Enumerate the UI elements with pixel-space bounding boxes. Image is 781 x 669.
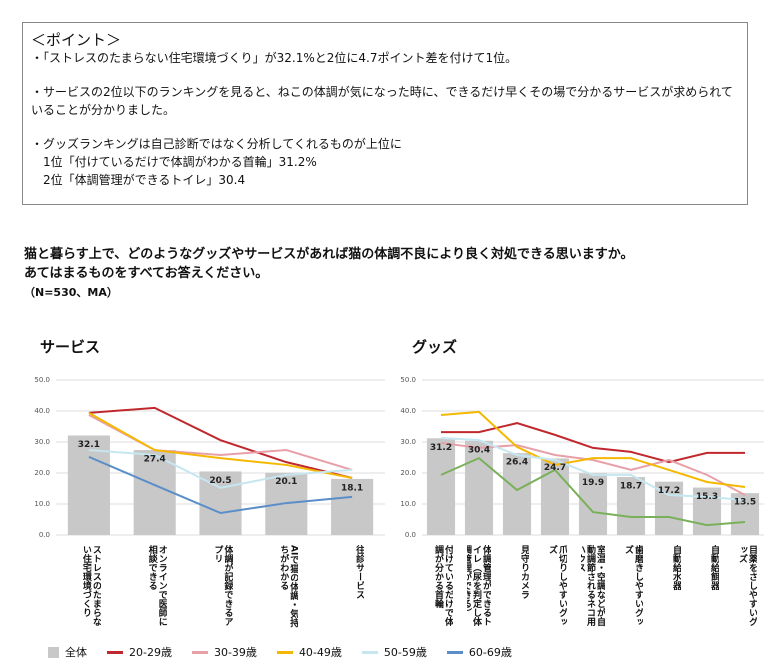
bar [616,477,646,535]
question-line: 猫と暮らす上で、どのようなグッズやサービスがあれば猫の体調不良により良く対処でき… [24,247,634,262]
question: 猫と暮らす上で、どのようなグッズやサービスがあれば猫の体調不良により良く対処でき… [24,245,633,302]
series-line [440,410,746,488]
x-tick-label: 付けているだけで体調が分かる首輪 [433,545,453,626]
series-line [440,441,746,496]
legend-swatch [446,650,463,654]
x-tick-label: 体調が記録できるアプリ [212,545,233,626]
x-tick-label: 自動給餌器 [709,545,719,590]
chart-title: グッズ [412,338,458,356]
y-tick-label: 0.0 [405,531,416,539]
bar [426,438,456,535]
legend-label: 40-49歳 [298,646,342,659]
series-line [440,436,746,501]
value-label: 32.1 [78,440,100,450]
value-label: 31.2 [430,443,452,453]
value-label: 26.4 [506,458,528,468]
x-tick-label: AIで猫の体調・気持ちがわかる [278,545,299,628]
y-tick-label: 50.0 [34,376,50,384]
series-line [440,456,746,527]
legend-label: 20-29歳 [129,646,172,659]
value-label: 13.5 [734,498,756,508]
value-label: 27.4 [144,455,166,465]
series-line [88,406,353,479]
x-tick-label: 体調管理ができるトイレ（尿を判定し体調管理ができる） [467,545,491,626]
bar [578,473,608,535]
legend: 全体 20-29歳 30-39歳 40-49歳 50-59歳 60-69歳 [48,644,512,660]
series-line [88,411,353,479]
x-tick-label: 室温・空調などが自動調節されるネコ用ハウス [581,545,605,626]
y-tick-label: 10.0 [34,500,50,508]
x-tick-label: 爪切りしやすいグッズ [547,545,567,626]
value-label: 19.9 [582,478,604,488]
point-item: ・「ストレスのたまらない住宅環境づくり」が32.1%と2位に4.7ポイント差を付… [31,51,518,65]
value-label: 18.1 [341,483,363,493]
chart: グッズ 0.0 10.0 20.0 30.0 40.0 50.0 31.2 30.4 26.4 2… [400,330,770,640]
legend-item: 全体 [48,644,87,660]
y-tick-label: 20.0 [400,469,416,477]
legend-item: 30-39歳 [191,644,257,660]
legend-item: 20-29歳 [107,644,172,660]
x-tick-label: 往診サービス [354,545,365,599]
legend-item: 50-59歳 [361,644,427,660]
plot: 0.0 10.0 20.0 30.0 40.0 50.0 32.1 27.4 20.5 20.1 1… [34,376,385,539]
y-tick-label: 50.0 [400,376,416,384]
y-tick-label: 40.0 [400,407,416,415]
x-tick-label: 目薬をさしやすいグッズ [737,545,757,626]
legend-label: 50-59歳 [383,646,427,659]
value-label: 30.4 [468,445,490,455]
question-line: あてはまるものをすべてお答えください。 [24,266,269,281]
legend-label: 30-39歳 [213,646,257,659]
bar [331,478,374,535]
y-tick-label: 0.0 [39,531,50,539]
points-box: ＜ポイント＞ ・「ストレスのたまらない住宅環境づくり」が32.1%と2位に4.7… [22,22,748,205]
value-label: 20.1 [275,477,297,487]
series-line [88,449,353,489]
x-tick-label: ストレスのたまらない住宅環境づくり [80,545,101,626]
y-tick-label: 10.0 [400,500,416,508]
chart: サービス 0.0 10.0 20.0 30.0 40.0 50.0 32.1 27.4 20.5… [28,330,393,640]
legend-swatch [107,650,123,654]
x-tick-label: 歯磨きしやすいグッズ [623,545,643,626]
value-label: 17.2 [658,486,680,496]
question-note: （N=530、MA） [24,286,118,299]
bar [502,453,532,535]
value-label: 24.7 [544,463,566,473]
legend-swatch [48,646,59,658]
legend-label: 60-69歳 [468,646,512,659]
bar [199,471,242,535]
point-sub-item: 2位「体調管理ができるトイレ」30.4 [43,173,246,187]
legend-swatch [361,650,378,654]
value-label: 15.3 [696,492,718,502]
x-tick-label: オンラインで医師に相談できる [146,545,167,626]
legend-item: 40-49歳 [276,644,342,660]
y-tick-label: 40.0 [34,407,50,415]
value-label: 18.7 [620,482,642,492]
legend-swatch [191,650,208,654]
point-sub-item: 1位「付けているだけで体調がわかる首輪」31.2% [43,155,317,169]
series-line [88,455,353,515]
x-tick-label: 自動給水器 [671,545,681,590]
value-label: 20.5 [209,476,231,486]
bar [464,440,494,535]
series-line [441,422,745,464]
point-item: ・グッズランキングは自己診断ではなく分析してくれるものが上位に [31,137,402,151]
points-heading: ＜ポイント＞ [31,31,122,49]
legend-item: 60-69歳 [446,644,512,660]
y-tick-label: 20.0 [34,469,50,477]
bar [133,450,176,535]
legend-swatch [276,650,293,654]
legend-label: 全体 [65,646,87,659]
plot: 0.0 10.0 20.0 30.0 40.0 50.0 31.2 30.4 26.4 24.7 1… [400,376,764,539]
y-tick-label: 30.0 [34,438,50,446]
point-item: ・サービスの2位以下のランキングを見ると、ねこの体調が気になった時に、できるだけ… [31,85,733,117]
y-tick-label: 30.0 [400,438,416,446]
chart-title: サービス [40,338,101,356]
x-tick-label: 見守りカメラ [519,545,529,599]
